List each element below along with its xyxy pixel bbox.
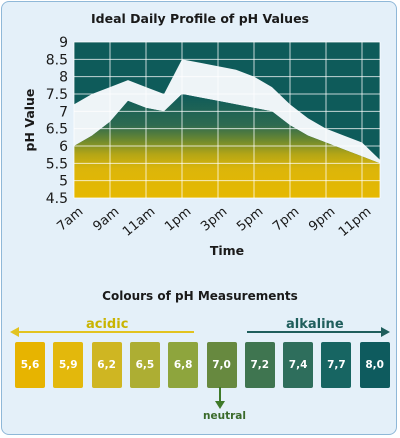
series-band-upper (74, 59, 380, 164)
y-tick-label: 6.5 (46, 122, 68, 138)
x-tick-label: 11pm (336, 204, 374, 240)
ph-swatch: 8,0 (359, 342, 390, 388)
ph-swatch: 7,2 (244, 342, 275, 388)
y-axis-label: pH Value (22, 89, 37, 152)
neutral-arrow-icon (215, 387, 225, 409)
y-tick-label: 5.5 (46, 156, 68, 172)
y-tick-label: 4.5 (46, 191, 68, 207)
ph-swatch: 7,4 (283, 342, 314, 388)
neutral-label: neutral (203, 410, 246, 422)
x-tick-label: 5pm (234, 204, 266, 234)
y-tick-label: 6 (59, 139, 68, 155)
y-tick-label: 8.5 (46, 52, 68, 68)
x-tick-label: 1pm (162, 204, 194, 234)
chart-title: Ideal Daily Profile of pH Values (91, 11, 309, 26)
x-tick-label: 7pm (270, 204, 302, 234)
ph-swatch: 6,5 (129, 342, 160, 388)
y-tick-label: 7 (59, 104, 68, 120)
x-tick-label: 11am (120, 204, 158, 239)
y-tick-label: 9 (59, 35, 68, 51)
ph-swatch: 6,8 (168, 342, 199, 388)
ph-swatch: 7,0 (206, 342, 237, 388)
x-axis-label: Time (210, 243, 244, 258)
x-tick-label: 3pm (198, 204, 230, 234)
alkaline-label: alkaline (286, 317, 344, 332)
ph-swatch: 5,9 (53, 342, 84, 388)
x-tick-label: 7am (54, 204, 86, 234)
swatches-title: Colours of pH Measurements (102, 289, 298, 303)
y-tick-label: 5 (59, 174, 68, 190)
y-tick-label: 8 (59, 70, 68, 86)
ph-swatch: 7,7 (321, 342, 352, 388)
y-tick-label: 7.5 (46, 87, 68, 103)
range-arrows (10, 327, 390, 337)
acidic-arrow-head-icon (10, 327, 19, 337)
ph-swatch: 6,2 (91, 342, 122, 388)
alkaline-arrow-head-icon (381, 327, 390, 337)
ph-swatch: 5,6 (15, 342, 45, 388)
acidic-label: acidic (86, 317, 129, 332)
x-tick-label: 9pm (306, 204, 338, 234)
x-tick-label: 9am (90, 204, 122, 234)
